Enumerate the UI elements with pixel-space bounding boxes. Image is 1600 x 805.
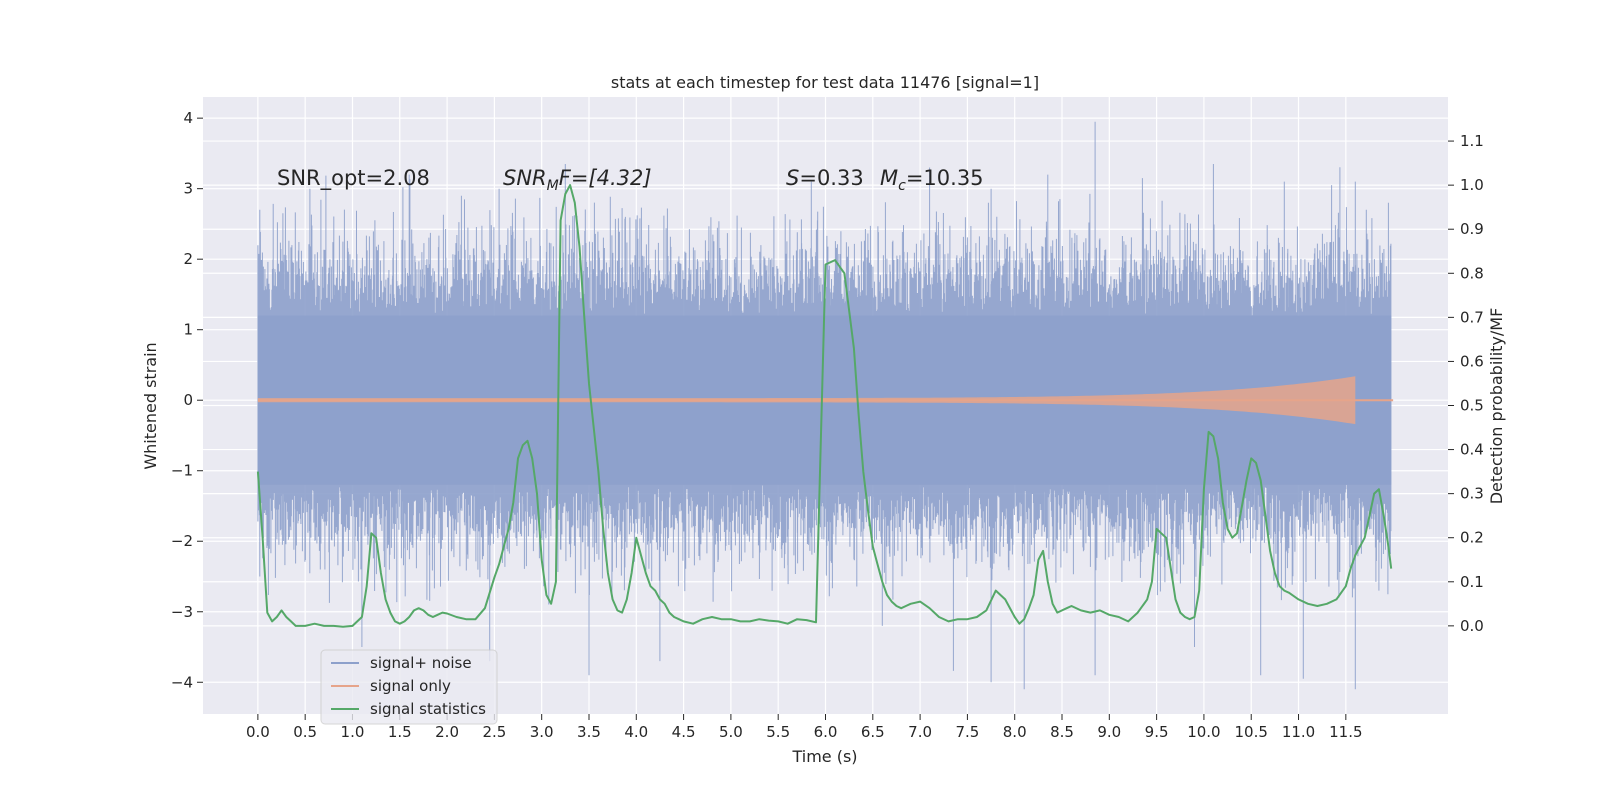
y-right-tick-label: 1.0 [1460,176,1484,194]
y-axis-left-label: Whitened strain [141,342,160,469]
x-tick-label: 11.5 [1329,723,1362,741]
x-tick-label: 10.0 [1187,723,1220,741]
y-right-tick-label: 0.7 [1460,308,1484,326]
x-tick-label: 5.5 [766,723,790,741]
y-right-tick-label: 0.9 [1460,220,1484,238]
x-tick-label: 2.5 [482,723,506,741]
y-right-tick-label: 0.2 [1460,529,1484,547]
x-tick-label: 11.0 [1282,723,1315,741]
x-tick-label: 6.0 [814,723,838,741]
annotation-snr-mf: SNRMF=[4.32] [503,166,652,194]
legend-box [320,649,498,725]
annotation-mc-sub: c [898,178,906,194]
y-right-tick-label: 0.3 [1460,485,1484,503]
annotation-s: S=0.33 [786,166,864,190]
x-tick-label: 9.0 [1097,723,1121,741]
y-right-tick-label: 0.8 [1460,264,1484,282]
signal-only-series [257,376,1394,425]
y-left-tick-label: 0 [183,391,193,409]
x-tick-label: 2.0 [435,723,459,741]
y-left-tick-label: −4 [171,673,193,691]
y-left-tick-label: 4 [183,109,193,127]
y-left-tick-label: −3 [171,603,193,621]
x-tick-label: 3.5 [577,723,601,741]
y-left-tick-label: 1 [183,321,193,339]
x-tick-label: 8.5 [1050,723,1074,741]
x-tick-label: 7.5 [955,723,979,741]
y-left-tick-label: −2 [171,532,193,550]
x-tick-label: 4.5 [672,723,696,741]
x-tick-label: 9.5 [1145,723,1169,741]
y-right-tick-label: 1.1 [1460,132,1484,150]
annotation-snr-mf-rest: F=[4.32] [559,166,652,190]
annotation-mc-main: M [880,166,898,190]
axes-layer: 0.0 0.5 1.0 1.5 2.0 2.5 3.0 3.5 4.0 4.5 5.0 5.5 6.0 6… [171,109,1484,741]
x-tick-label: 0.5 [293,723,317,741]
y-right-tick-label: 0.1 [1460,573,1484,591]
annotation-mc-rest: =10.35 [906,166,984,190]
x-tick-label: 1.5 [388,723,412,741]
signal-statistics-line [256,184,1393,628]
x-tick-label: 0.0 [246,723,270,741]
x-tick-label: 6.5 [861,723,885,741]
y-left-tick-label: −1 [171,462,193,480]
x-tick-label: 3.0 [530,723,554,741]
x-tick-label: 1.0 [341,723,365,741]
legend-label-signal-noise: signal+ noise [370,654,472,672]
y-right-tick-label: 0.4 [1460,441,1484,459]
x-tick-label: 4.0 [624,723,648,741]
annotation-snr-mf-sub: M [547,178,559,194]
y-right-tick-label: 0.5 [1460,397,1484,415]
y-axis-right-label: Detection probability/MF [1487,308,1506,505]
x-axis-label: Time (s) [791,747,857,766]
legend-label-signal-only: signal only [370,677,451,695]
chart-title: stats at each timestep for test data 114… [611,73,1039,92]
annotation-s-rest: =0.33 [799,166,863,190]
annotation-snr-opt: SNR_opt=2.08 [277,166,430,191]
x-tick-label: 5.0 [719,723,743,741]
annotation-mc: Mc=10.35 [880,166,984,194]
x-tick-label: 7.0 [908,723,932,741]
y-right-tick-label: 0.6 [1460,352,1484,370]
x-tick-label: 10.5 [1235,723,1268,741]
annotation-snr-mf-main: SNR [503,166,547,190]
signal-statistics-series [256,184,1393,628]
legend: signal+ noise signal only signal statist… [320,649,498,725]
y-left-tick-label: 3 [183,180,193,198]
annotation-s-main: S [786,166,799,190]
legend-label-signal-statistics: signal statistics [370,700,486,718]
x-tick-label: 8.0 [1003,723,1027,741]
y-left-tick-label: 2 [183,250,193,268]
y-right-tick-label: 0.0 [1460,617,1484,635]
